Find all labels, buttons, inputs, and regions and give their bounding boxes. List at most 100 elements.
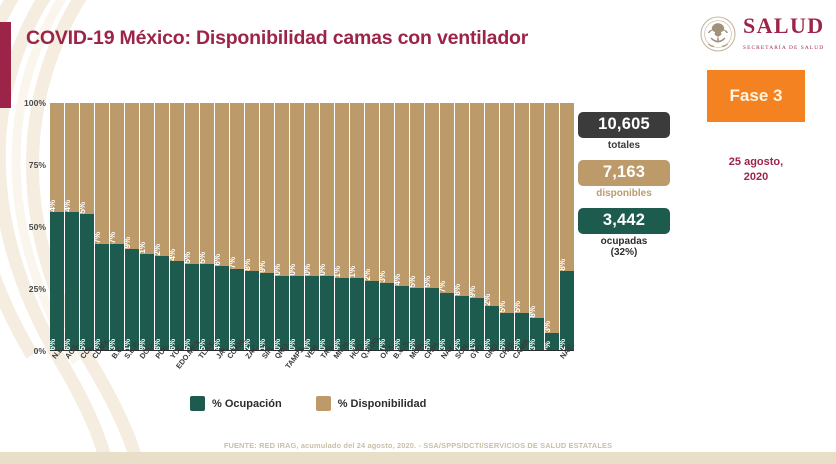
bar-column[interactable]: 68%32%	[245, 103, 259, 350]
x-axis-cell	[530, 352, 544, 404]
bar-column[interactable]: 44%56%	[65, 103, 79, 350]
bar-segment-ocupacion: 18%	[485, 305, 499, 350]
bar-segment-ocupacion: 55%	[80, 214, 94, 350]
bar-column[interactable]: 61%39%	[140, 103, 154, 350]
bar-column[interactable]: 72%28%	[365, 103, 379, 350]
bar-column[interactable]: 85%15%	[500, 103, 514, 350]
bar-column[interactable]: 85%15%	[515, 103, 529, 350]
bar-column[interactable]: 88% 13%	[530, 103, 544, 350]
bar-label-disponibilidad: 77%	[440, 281, 447, 293]
bar-segment-disponibilidad: 77%	[440, 103, 454, 294]
bar-label-disponibilidad: 70%	[305, 263, 312, 276]
bar-segment-disponibilidad: 64%	[170, 103, 184, 262]
bar-column[interactable]: 70%30%	[305, 103, 319, 350]
bar-segment-ocupacion: 15%	[500, 312, 514, 350]
bar-label-disponibilidad: 78%	[455, 283, 462, 296]
date-line-1: 25 agosto,	[728, 156, 784, 168]
bar-segment-ocupacion: 27%	[380, 283, 394, 350]
bar-segment-ocupacion: 21%	[470, 298, 484, 350]
bar-column[interactable]: 62%38%	[155, 103, 169, 350]
bar-label-disponibilidad: 71%	[335, 266, 342, 278]
bar-label-disponibilidad: 70%	[320, 263, 327, 276]
bar-label-ocupacion: 7%	[545, 341, 552, 350]
bar-column[interactable]: 57%43%	[95, 103, 109, 350]
bar-segment-ocupacion: 32%	[560, 270, 574, 350]
legend-label-ocupacion: % Ocupación	[212, 397, 282, 410]
chart-legend: % Ocupación % Disponibilidad	[190, 396, 426, 411]
bar-segment-disponibilidad: 44%	[65, 103, 79, 212]
bar-column[interactable]: 77%23%	[440, 103, 454, 350]
bar-column[interactable]: 45%55%	[80, 103, 94, 350]
phase-badge-label: Fase 3	[729, 86, 783, 105]
bar-segment-ocupacion: 25%	[410, 288, 424, 350]
bar-segment-disponibilidad: 93%	[545, 103, 559, 333]
bar-segment-ocupacion: 29%	[350, 278, 364, 350]
bar-label-disponibilidad: 66%	[215, 253, 222, 266]
y-axis-tick: 50%	[28, 222, 46, 232]
bar-column[interactable]: 74%26%	[395, 103, 409, 350]
bar-segment-disponibilidad: 73%	[380, 103, 394, 284]
bar-segment-disponibilidad: 75%	[425, 103, 439, 289]
bar-label-disponibilidad: 93%	[545, 320, 552, 333]
bar-segment-disponibilidad: 85%	[515, 103, 529, 313]
bar-column[interactable]: 75%25%	[425, 103, 439, 350]
bar-label-disponibilidad: 65%	[185, 251, 192, 264]
x-axis-cell: S.L.P.	[122, 340, 141, 404]
bar-label-disponibilidad: 45%	[80, 202, 87, 214]
bar-column[interactable]: 65%35%	[200, 103, 214, 350]
bar-column[interactable]: 93% 7%	[545, 103, 559, 350]
bar-column[interactable]: 71%29%	[335, 103, 349, 350]
bar-segment-disponibilidad: 57%	[95, 103, 109, 244]
x-axis-cell: NAC.	[558, 341, 576, 404]
legend-label-disponibilidad: % Disponibilidad	[337, 397, 427, 410]
bar-segment-disponibilidad: 71%	[335, 103, 349, 279]
bar-column[interactable]: 68%32%	[560, 103, 574, 350]
bar-label-disponibilidad: 68%	[245, 258, 252, 271]
bar-column[interactable]: 69%31%	[260, 103, 274, 350]
bar-label-disponibilidad: 57%	[110, 231, 117, 244]
bar-label-disponibilidad: 85%	[500, 300, 507, 313]
bar-segment-disponibilidad: 68%	[245, 103, 259, 271]
bar-column[interactable]: 65%35%	[185, 103, 199, 350]
bar-segment-disponibilidad: 79%	[470, 103, 484, 299]
bar-label-disponibilidad: 88%	[530, 306, 537, 318]
salud-logo: SALUD SECRETARÍA DE SALUD	[700, 12, 832, 56]
bar-segment-ocupacion: 56%	[65, 211, 79, 350]
bar-column[interactable]: 71%29%	[350, 103, 364, 350]
bar-segment-ocupacion: 30%	[320, 275, 334, 350]
bar-column[interactable]: 66%34%	[215, 103, 229, 350]
bar-segment-ocupacion: 30%	[290, 275, 304, 350]
y-axis-tick: 25%	[28, 284, 46, 294]
x-axis-cell: GTO.	[468, 341, 486, 404]
bar-segment-ocupacion: 30%	[305, 275, 319, 350]
bar-segment-disponibilidad: 45%	[80, 103, 94, 215]
x-axis-cell: CHIH.	[422, 339, 441, 404]
bar-segment-disponibilidad: 66%	[215, 103, 229, 267]
bar-column[interactable]: 44%56%	[50, 103, 64, 350]
bar-column[interactable]: 73%27%	[380, 103, 394, 350]
bar-column[interactable]: 70%30%	[290, 103, 304, 350]
x-axis-cell: SON.	[453, 341, 471, 404]
bar-column[interactable]: 70%30%	[275, 103, 289, 350]
bar-column[interactable]: 75%25%	[410, 103, 424, 350]
x-axis-cell: PUE.	[153, 341, 171, 404]
bar-segment-ocupacion: 23%	[440, 293, 454, 350]
source-footer: FUENTE: RED IRAG, acumulado del 24 agost…	[223, 441, 613, 450]
x-axis-cell: CDMX.	[90, 336, 112, 404]
bar-column[interactable]: 70%30%	[320, 103, 334, 350]
bar-label-disponibilidad: 59%	[125, 236, 132, 249]
bar-label-disponibilidad: 70%	[275, 263, 282, 276]
x-axis-cell: N.L.	[50, 344, 66, 404]
bar-column[interactable]: 67%33%	[230, 103, 244, 350]
bar-column[interactable]: 79%21%	[470, 103, 484, 350]
bar-column[interactable]: 57%43%	[110, 103, 124, 350]
bar-segment-ocupacion: 22%	[455, 295, 469, 350]
y-axis: 0% 25% 50% 75% 100%	[14, 98, 50, 356]
bar-column[interactable]: 78%22%	[455, 103, 469, 350]
x-axis-cell: NAY.	[439, 342, 456, 404]
bar-label-disponibilidad: 70%	[290, 263, 297, 276]
bar-column[interactable]: 64%36%	[170, 103, 184, 350]
bar-column[interactable]: 59%41%	[125, 103, 139, 350]
bar-column[interactable]: 82%18%	[485, 103, 499, 350]
bar-segment-ocupacion: 25%	[425, 288, 439, 350]
